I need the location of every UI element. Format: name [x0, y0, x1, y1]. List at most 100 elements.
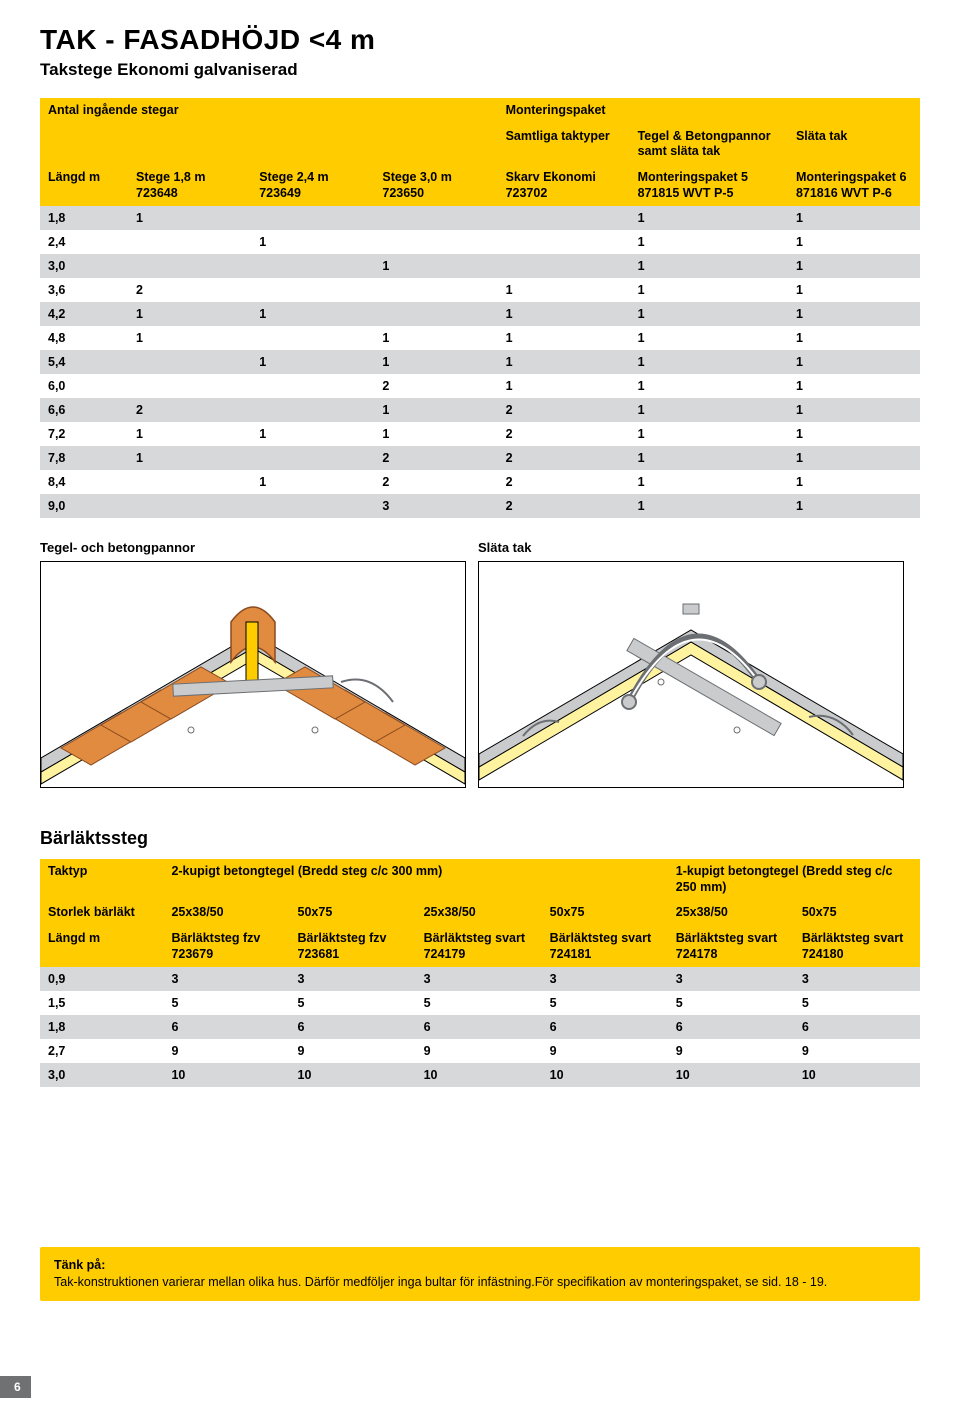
table-cell: 6 [794, 1015, 920, 1039]
table-cell: 1 [788, 422, 920, 446]
table-cell: 2 [374, 446, 497, 470]
table-cell: 3 [542, 967, 668, 991]
table-cell: 5 [668, 991, 794, 1015]
table-cell: 6,0 [40, 374, 128, 398]
note-body: Tak-konstruktionen varierar mellan olika… [54, 1274, 906, 1291]
table-cell: 1 [788, 470, 920, 494]
table-cell: 2 [498, 398, 630, 422]
col-header: 2-kupigt betongtegel (Bredd steg c/c 300… [163, 859, 667, 900]
table-cell: 1 [128, 422, 251, 446]
table-cell: 1 [128, 446, 251, 470]
table-cell: 1 [498, 374, 630, 398]
table-cell: 6,6 [40, 398, 128, 422]
col-header: Stege 3,0 m 723650 [374, 165, 497, 206]
table-cell: 10 [163, 1063, 289, 1087]
table-cell: 1 [630, 422, 788, 446]
table-cell: 6 [416, 1015, 542, 1039]
table-cell: 1 [374, 398, 497, 422]
col-header: Stege 2,4 m 723649 [251, 165, 374, 206]
table-cell: 1 [128, 302, 251, 326]
table-cell: 7,8 [40, 446, 128, 470]
table-cell: 1 [498, 278, 630, 302]
table-cell: 9 [668, 1039, 794, 1063]
table-cell [128, 374, 251, 398]
col-header: 50x75 [542, 900, 668, 926]
col-header: Skarv Ekonomi 723702 [498, 165, 630, 206]
col-header: Monteringspaket [498, 98, 920, 124]
table-cell [374, 206, 497, 230]
table-cell: 8,4 [40, 470, 128, 494]
col-header: Storlek bärläkt [40, 900, 163, 926]
table-cell [128, 254, 251, 278]
table-cell: 1 [788, 398, 920, 422]
col-header: 50x75 [794, 900, 920, 926]
table-cell: 3,0 [40, 254, 128, 278]
table-cell: 2 [128, 278, 251, 302]
col-header: Bärläktsteg fzv 723681 [290, 926, 416, 967]
table-cell: 3 [290, 967, 416, 991]
col-header: Stege 1,8 m 723648 [128, 165, 251, 206]
table-cell: 2 [498, 446, 630, 470]
table-cell: 3 [416, 967, 542, 991]
table-cell: 1 [630, 470, 788, 494]
table-cell: 1 [630, 278, 788, 302]
table-cell: 3 [374, 494, 497, 518]
table-cell: 1 [630, 254, 788, 278]
table-cell: 5 [290, 991, 416, 1015]
note-title: Tänk på: [54, 1257, 906, 1274]
table-cell [498, 230, 630, 254]
table-cell: 10 [416, 1063, 542, 1087]
table-cell: 1 [630, 350, 788, 374]
table-cell: 5 [542, 991, 668, 1015]
roof-flat-diagram [478, 561, 904, 788]
table-cell [374, 230, 497, 254]
table-cell [251, 446, 374, 470]
table-cell: 1 [788, 278, 920, 302]
table-cell [128, 494, 251, 518]
table-cell: 2 [498, 422, 630, 446]
col-header: 1-kupigt betongtegel (Bredd steg c/c 250… [668, 859, 920, 900]
table-cell [251, 398, 374, 422]
table-cell: 4,8 [40, 326, 128, 350]
col-header: Tegel & Betongpannor samt släta tak [630, 124, 788, 165]
col-header: Monteringspaket 6 871816 WVT P-6 [788, 165, 920, 206]
col-header: Antal ingående stegar [40, 98, 498, 124]
table-cell: 1 [788, 326, 920, 350]
table-cell: 1 [374, 254, 497, 278]
table-cell: 2 [374, 470, 497, 494]
table-cell: 7,2 [40, 422, 128, 446]
table-cell [251, 278, 374, 302]
table-cell: 1 [630, 326, 788, 350]
col-header: 25x38/50 [163, 900, 289, 926]
table-cell: 5 [416, 991, 542, 1015]
table-cell: 1 [630, 446, 788, 470]
table-cell: 1 [788, 206, 920, 230]
table-cell: 1 [251, 302, 374, 326]
table-cell [251, 374, 374, 398]
table-cell [251, 326, 374, 350]
table-cell [498, 254, 630, 278]
col-header [40, 124, 498, 165]
table-cell: 1 [788, 350, 920, 374]
table-cell [128, 350, 251, 374]
section-barlaktsteg-title: Bärläktssteg [40, 828, 920, 849]
table-cell: 10 [290, 1063, 416, 1087]
table-cell: 1 [788, 254, 920, 278]
table-cell [251, 254, 374, 278]
table-cell: 4,2 [40, 302, 128, 326]
col-header: Längd m [40, 165, 128, 206]
table-cell: 1 [498, 350, 630, 374]
table-cell: 1 [498, 302, 630, 326]
table-cell: 1,8 [40, 1015, 163, 1039]
col-header: Släta tak [788, 124, 920, 165]
col-header: Bärläktsteg svart 724181 [542, 926, 668, 967]
page-number: 6 [0, 1376, 31, 1398]
table-cell: 3,6 [40, 278, 128, 302]
table-cell [251, 206, 374, 230]
table-cell [374, 278, 497, 302]
table-cell: 1 [128, 326, 251, 350]
page-subtitle: Takstege Ekonomi galvaniserad [40, 60, 920, 80]
note-box: Tänk på: Tak-konstruktionen varierar mel… [40, 1247, 920, 1301]
roof-tile-diagram [40, 561, 466, 788]
table-cell: 1,8 [40, 206, 128, 230]
